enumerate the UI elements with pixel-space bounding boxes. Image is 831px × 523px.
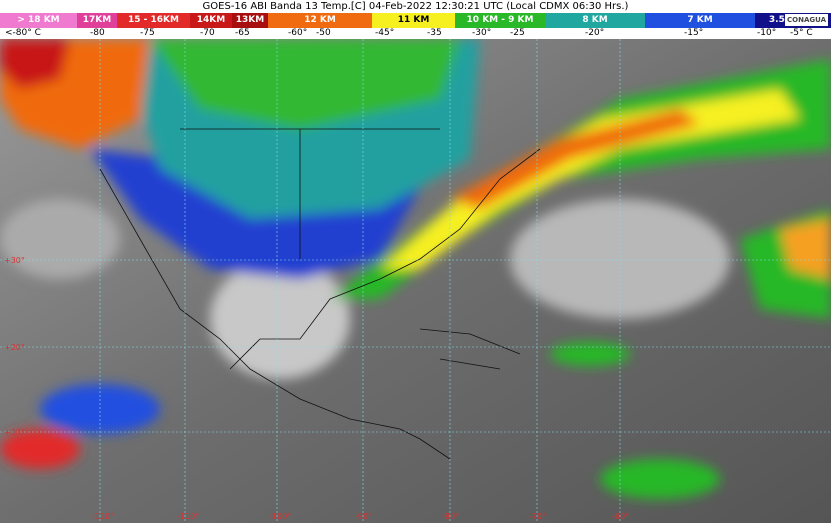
temperature-label: -5° C [790, 28, 813, 38]
temperature-label: -80 [90, 28, 105, 38]
title: GOES-16 ABI Banda 13 Temp.[C] 04-Feb-202… [202, 1, 629, 12]
legend-item: 17KM [77, 13, 117, 28]
legend-item: 8 KM [545, 13, 645, 28]
temperature-scale: <-80° C -80 -75 -70 -65 -60° -50 -45° -35 -30° -25… [0, 28, 831, 39]
temperature-label: -35 [427, 28, 442, 38]
legend-item: 10 KM - 9 KM [455, 13, 545, 28]
temperature-label: -50 [316, 28, 331, 38]
legend-item: 15 - 16KM [117, 13, 190, 28]
temperature-label: -70 [200, 28, 215, 38]
legend-item: 13KM [232, 13, 268, 28]
longitude-label: -120° [92, 512, 114, 521]
logo: CONAGUA [785, 14, 828, 26]
temperature-label: -25 [510, 28, 525, 38]
temperature-label: -20° [585, 28, 605, 38]
satellite-map: +30° +20° +10° -120° -110° -100° -90° -80° -70° -… [0, 39, 831, 523]
longitude-label: -80° [442, 512, 459, 521]
legend-item: 14KM [190, 13, 232, 28]
longitude-label: -100° [269, 512, 291, 521]
temperature-label: -75 [140, 28, 155, 38]
latitude-label: +20° [4, 343, 25, 352]
temperature-label: -60° [288, 28, 308, 38]
legend-item: 12 KM [268, 13, 372, 28]
longitude-label: -110° [177, 512, 199, 521]
temperature-label: -65 [235, 28, 250, 38]
temperature-label: -15° [684, 28, 704, 38]
temperature-label: -10° [757, 28, 777, 38]
legend-item: 7 KM [645, 13, 755, 28]
latitude-label: +30° [4, 256, 25, 265]
legend-bar: > 18 KM 17KM 15 - 16KM 14KM 13KM 12 KM 11 KM 10… [0, 13, 831, 28]
longitude-label: -90° [355, 512, 372, 521]
longitude-label: -60° [612, 512, 629, 521]
legend-item: > 18 KM [0, 13, 77, 28]
legend-item: 11 KM [372, 13, 455, 28]
longitude-label: -70° [529, 512, 546, 521]
temperature-label: -30° [472, 28, 492, 38]
temperature-label: <-80° C [5, 28, 41, 38]
latitude-label: +10° [4, 428, 25, 437]
temperature-label: -45° [375, 28, 395, 38]
